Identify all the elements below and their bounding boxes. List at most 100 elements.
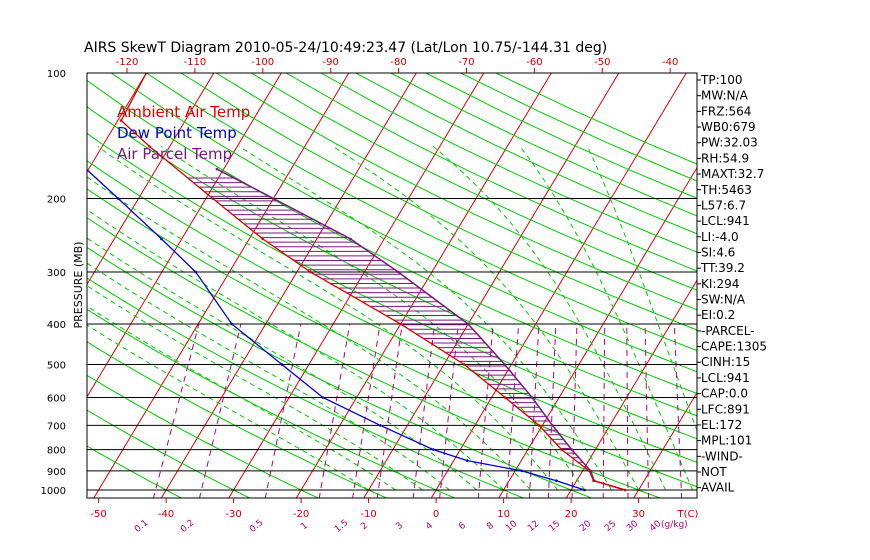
- dry-adiabat-line: [146, 73, 697, 352]
- moist-adiabat-line: [519, 146, 694, 491]
- bottom-temp-tick-label: 20: [565, 509, 578, 520]
- pressure-tick-label: 300: [47, 268, 66, 279]
- x-axis-label: T(C): [677, 509, 699, 520]
- mixing-ratio-line: [477, 324, 494, 498]
- mixing-ratio-label: 20: [578, 519, 593, 534]
- mixing-ratio-line: [439, 324, 459, 498]
- dry-adiabat-line: [87, 308, 457, 498]
- isotherm-line: [295, 73, 552, 498]
- legend: Ambient Air Temp Dew Point Temp Air Parc…: [117, 103, 250, 163]
- sounding-index-item: PW:32.03: [701, 136, 758, 150]
- dew-point-line-point: [465, 459, 469, 462]
- mixing-ratio-label: 1.5: [333, 518, 350, 535]
- pressure-tick-label: 200: [47, 195, 66, 206]
- moist-adiabat-line: [87, 237, 477, 491]
- dry-adiabat-line: [87, 132, 697, 440]
- parcel-temp-line: [216, 168, 626, 491]
- mixing-ratio-label: 30: [625, 519, 640, 534]
- top-temp-tick-label: -80: [390, 57, 406, 68]
- parcel-temp-line-point: [272, 197, 275, 200]
- dew-point-line-point: [583, 488, 586, 492]
- dew-point-line-point: [160, 237, 163, 241]
- mixing-ratio-line: [152, 323, 200, 498]
- sounding-index-item: FRZ:564: [701, 104, 751, 118]
- dry-adiabat-line: [180, 73, 697, 331]
- mixing-ratio-label: 25: [603, 519, 618, 534]
- dew-point-line-point: [280, 363, 284, 366]
- dry-adiabat-line: [460, 73, 697, 182]
- moist-adiabat-line: [239, 145, 613, 491]
- ambient-temp-line-point: [261, 237, 265, 241]
- mixing-ratio-line: [547, 324, 557, 498]
- mixing-ratio-line: [626, 324, 629, 498]
- dew-point-line-point: [520, 469, 524, 473]
- sounding-index-item: WB0:679: [701, 120, 756, 134]
- sounding-index-item: AVAIL: [701, 481, 735, 495]
- dew-point-line-point: [321, 396, 325, 399]
- pressure-tick-label: 800: [47, 446, 66, 457]
- dry-adiabat-line: [355, 73, 697, 235]
- sounding-index-item: TP:100: [700, 73, 743, 87]
- parcel-temp-line-point: [530, 396, 534, 399]
- ambient-temp-line-point: [587, 469, 591, 473]
- mixing-ratio-line: [318, 323, 351, 498]
- dry-adiabat-line: [87, 374, 320, 498]
- parcel-temp-line-point: [570, 448, 574, 451]
- dew-point-line-point: [555, 479, 558, 483]
- mixing-ratio-label: 10: [504, 519, 519, 534]
- sounding-index-item: LI:-4.0: [701, 230, 739, 244]
- mixing-ratio-label: 1: [299, 521, 310, 532]
- top-temp-tick-label: -70: [458, 57, 474, 68]
- sounding-index-item: CINH:15: [701, 355, 750, 369]
- mixing-ratio-label: 6: [457, 521, 468, 533]
- moist-adiabat-line: [87, 262, 450, 491]
- dry-adiabat-line: [87, 246, 593, 498]
- dry-adiabat-line: [87, 160, 697, 463]
- parcel-temp-line-point: [215, 167, 219, 171]
- sounding-index-item: MW:N/A: [701, 89, 749, 103]
- mixing-ratio-line: [506, 324, 520, 498]
- mixing-ratio-label: 2: [359, 521, 370, 532]
- mixing-ratio-label: 12: [526, 519, 541, 534]
- ambient-temp-line-point: [399, 322, 402, 326]
- mixing-ratio-line: [352, 323, 381, 498]
- legend-dew-point-temp: Dew Point Temp: [117, 124, 237, 142]
- dew-point-line-point: [60, 145, 63, 148]
- sounding-index-item: TH:5463: [700, 183, 752, 197]
- dry-adiabat-line: [320, 73, 697, 253]
- ambient-temp-line-point: [592, 479, 595, 483]
- sounding-index-item: -WIND-: [701, 449, 743, 463]
- mixing-ratio-line: [673, 324, 683, 498]
- isotherm-line: [363, 73, 620, 498]
- mixing-ratio-label: 0.2: [179, 518, 196, 535]
- sounding-index-item: RH:54.9: [701, 151, 749, 165]
- mixing-ratio-line: [264, 323, 302, 498]
- pressure-tick-label: 100: [47, 69, 66, 80]
- pressure-tick-label: 500: [47, 360, 66, 371]
- isotherm-line: [565, 279, 697, 498]
- ambient-temp-line-point: [309, 270, 312, 274]
- dew-point-line-point: [78, 72, 81, 75]
- isobar-layer: [87, 198, 697, 491]
- bottom-temp-tick-label: -40: [158, 509, 174, 520]
- dry-adiabat-line: [250, 73, 697, 291]
- isotherm-line: [87, 73, 147, 173]
- moist-adiabat-line: [87, 176, 531, 491]
- pressure-tick-label: 900: [47, 467, 66, 478]
- sounding-index-item: MPL:101: [701, 434, 752, 448]
- isotherm-line: [498, 166, 697, 498]
- ambient-temp-line-point: [560, 448, 563, 451]
- dew-point-line-point: [116, 197, 120, 200]
- dry-adiabat-line: [87, 217, 662, 498]
- dry-adiabat-line: [111, 73, 697, 373]
- mixing-ratio-line: [602, 324, 606, 498]
- top-temp-tick-label: -90: [323, 57, 339, 68]
- moist-adiabat-line: [432, 146, 667, 491]
- bottom-temp-tick-label: -50: [90, 509, 106, 520]
- dry-adiabat-line: [87, 409, 251, 498]
- sounding-index-item: LCL:941: [701, 371, 750, 385]
- sounding-index-item: CAPE:1305: [701, 340, 767, 354]
- isotherm-line: [0, 54, 23, 499]
- top-temp-tick-label: -110: [184, 57, 207, 68]
